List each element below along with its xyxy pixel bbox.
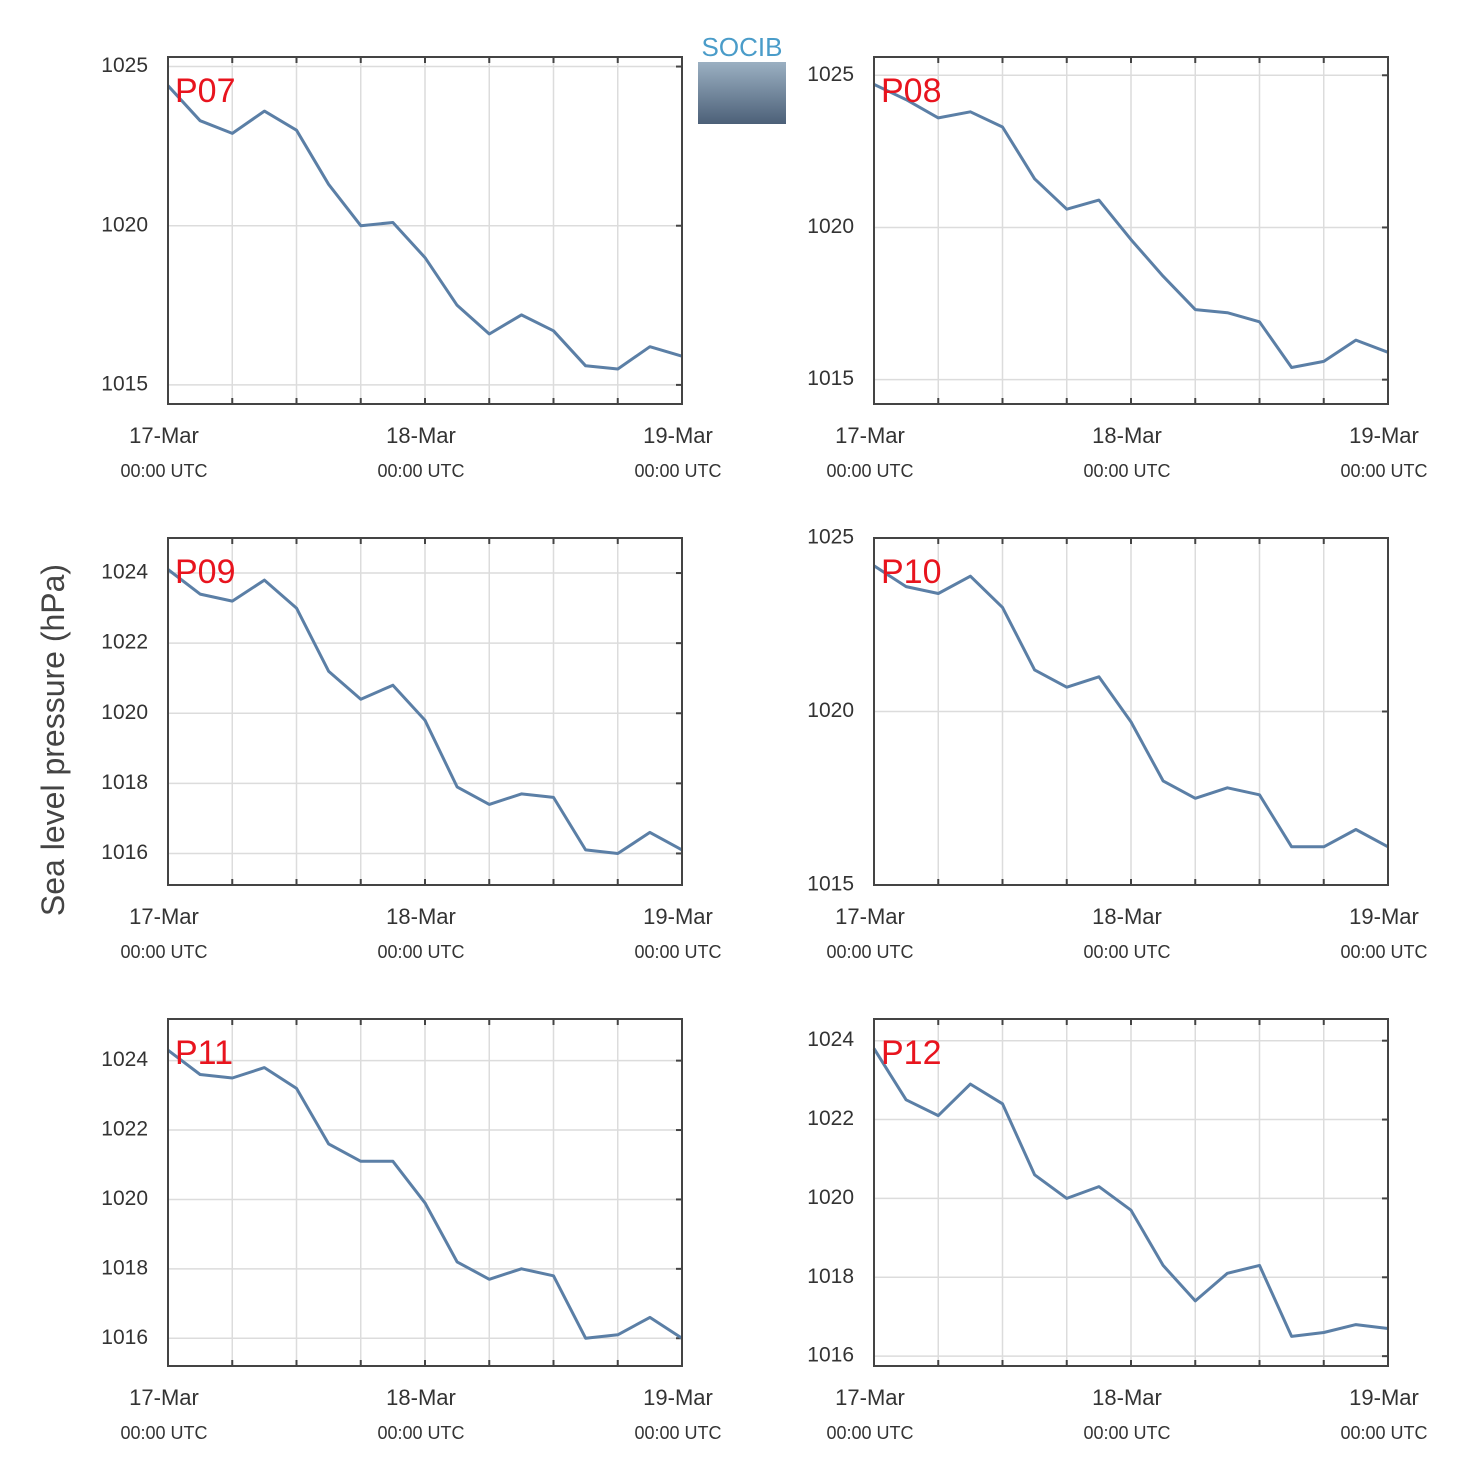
plot-frame — [167, 1018, 683, 1367]
plot-frame — [167, 56, 683, 405]
station-label: P11 — [175, 1034, 233, 1072]
y-tick-label: 1018 — [101, 771, 148, 794]
station-label: P08 — [881, 72, 942, 110]
y-tick-label: 1020 — [101, 1187, 148, 1210]
logo-box — [698, 62, 786, 124]
y-tick-label: 1020 — [101, 213, 148, 236]
plot-frame — [873, 537, 1389, 886]
plot-frame — [167, 537, 683, 886]
y-tick-label: 1015 — [807, 367, 854, 390]
y-tick-label: 1025 — [807, 63, 854, 86]
x-tick-label: 18-Mar 00:00 UTC — [1083, 423, 1170, 481]
y-tick-label: 1020 — [101, 701, 148, 724]
y-tick-label: 1016 — [101, 841, 148, 864]
y-tick-label: 1016 — [807, 1344, 854, 1367]
x-tick-label: 17-Mar 00:00 UTC — [826, 1385, 913, 1443]
x-tick-label: 18-Mar 00:00 UTC — [1083, 1385, 1170, 1443]
logo: SOCIB — [698, 32, 786, 124]
x-tick-label: 17-Mar 00:00 UTC — [120, 904, 207, 962]
station-label: P12 — [881, 1034, 942, 1072]
data-line — [167, 1049, 683, 1340]
station-label: P10 — [881, 553, 942, 591]
y-tick-label: 1020 — [807, 215, 854, 238]
data-line — [873, 83, 1389, 369]
logo-text: SOCIB — [702, 32, 783, 62]
x-tick-label: 19-Mar 00:00 UTC — [1340, 423, 1427, 481]
x-tick-label: 17-Mar 00:00 UTC — [120, 1385, 207, 1443]
y-tick-label: 1024 — [101, 1048, 148, 1071]
x-tick-label: 17-Mar 00:00 UTC — [826, 904, 913, 962]
x-tick-label: 18-Mar 00:00 UTC — [1083, 904, 1170, 962]
y-tick-label: 1025 — [807, 526, 854, 549]
x-tick-label: 18-Mar 00:00 UTC — [377, 1385, 464, 1443]
y-tick-label: 1015 — [101, 372, 148, 395]
x-tick-label: 19-Mar 00:00 UTC — [634, 423, 721, 481]
y-tick-label: 1015 — [807, 873, 854, 896]
y-tick-label: 1022 — [101, 1118, 148, 1141]
y-tick-label: 1020 — [807, 699, 854, 722]
y-tick-label: 1024 — [101, 561, 148, 584]
data-line — [166, 84, 683, 371]
y-tick-label: 1020 — [807, 1186, 854, 1209]
station-label: P07 — [175, 72, 236, 110]
x-tick-label: 17-Mar 00:00 UTC — [120, 423, 207, 481]
station-label: P09 — [175, 553, 236, 591]
data-line — [873, 564, 1389, 849]
plot-frame — [873, 56, 1389, 405]
x-tick-label: 19-Mar 00:00 UTC — [1340, 1385, 1427, 1443]
x-tick-label: 18-Mar 00:00 UTC — [377, 423, 464, 481]
x-tick-label: 19-Mar 00:00 UTC — [634, 1385, 721, 1443]
y-tick-label: 1024 — [807, 1028, 854, 1051]
y-tick-label: 1022 — [101, 631, 148, 654]
y-tick-label: 1016 — [101, 1326, 148, 1349]
y-tick-label: 1025 — [101, 54, 148, 77]
x-tick-label: 19-Mar 00:00 UTC — [1340, 904, 1427, 962]
x-tick-label: 17-Mar 00:00 UTC — [826, 423, 913, 481]
data-line — [872, 1047, 1389, 1338]
y-axis-label: Sea level pressure (hPa) — [35, 564, 71, 916]
plot-frame — [873, 1018, 1389, 1367]
y-tick-label: 1022 — [807, 1107, 854, 1130]
y-tick-label: 1018 — [101, 1256, 148, 1279]
x-tick-label: 19-Mar 00:00 UTC — [634, 904, 721, 962]
y-tick-label: 1018 — [807, 1265, 854, 1288]
data-line — [167, 568, 683, 855]
x-tick-label: 18-Mar 00:00 UTC — [377, 904, 464, 962]
